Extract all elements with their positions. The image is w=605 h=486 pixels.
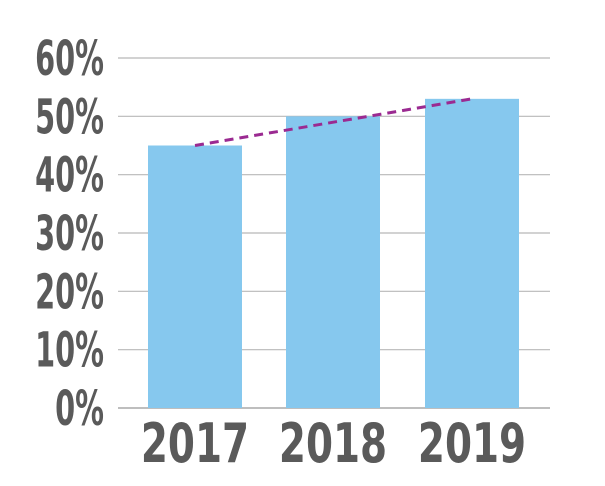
y-tick-label: 0%	[55, 381, 104, 437]
y-tick-label: 60%	[35, 31, 104, 87]
y-tick-label: 20%	[35, 265, 104, 321]
bar-2019	[425, 98, 519, 408]
bars	[148, 98, 519, 408]
y-tick-label: 30%	[35, 206, 104, 262]
y-axis-tick-labels: 0%10%20%30%40%50%60%	[35, 31, 104, 437]
bar-2018	[286, 116, 380, 408]
trendline	[194, 97, 473, 147]
y-tick-label: 10%	[35, 323, 104, 379]
x-tick-label: 2017	[141, 413, 249, 476]
y-tick-label: 40%	[35, 148, 104, 204]
x-tick-label: 2018	[279, 413, 387, 476]
y-tick-label: 50%	[35, 90, 104, 146]
x-tick-label: 2019	[418, 413, 526, 476]
bar-2017	[148, 145, 242, 408]
trendline-dashed	[194, 97, 473, 147]
x-axis-tick-labels: 2017 2018 2019	[141, 413, 526, 476]
